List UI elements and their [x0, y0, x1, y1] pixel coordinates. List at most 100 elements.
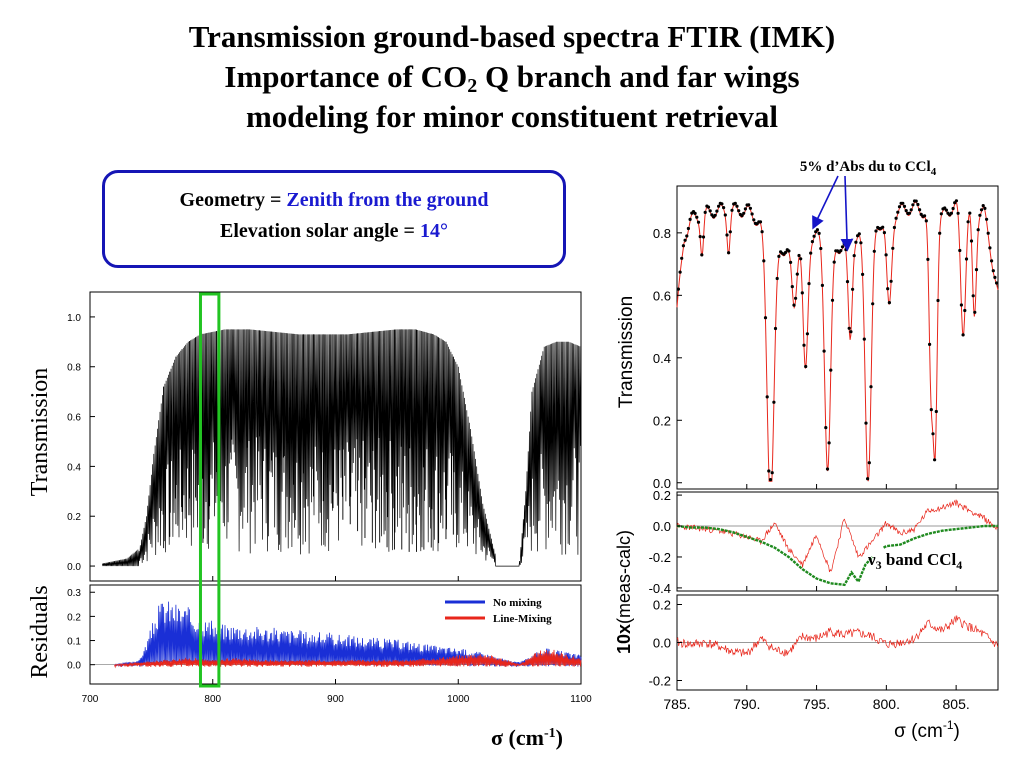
y-tick-label: 1.0 [67, 313, 81, 324]
measured-point [686, 226, 691, 231]
measured-point [840, 245, 845, 249]
measured-point [680, 256, 684, 260]
measured-point [991, 269, 995, 273]
measured-point [861, 272, 865, 276]
y-axis-label: Transmission [27, 368, 53, 496]
measured-point [986, 231, 990, 235]
measured-point [854, 240, 858, 244]
measured-point [676, 287, 681, 291]
y-axis-label: Residuals [27, 585, 53, 678]
measured-point [845, 280, 850, 284]
measured-point [695, 215, 699, 219]
measured-point [956, 211, 960, 215]
slide-title-line-3: modeling for minor constituent retrieval [245, 99, 779, 134]
y-tick-label: 0.6 [67, 413, 81, 424]
measured-point [698, 235, 702, 239]
measured-point [792, 303, 796, 307]
measured-point [787, 249, 791, 253]
y-tick-label: 0.3 [67, 588, 81, 599]
measured-point [867, 461, 871, 465]
measured-point [951, 206, 955, 211]
measured-point [934, 409, 938, 414]
y-tick-label: 0.2 [67, 512, 81, 523]
measured-point [886, 287, 890, 291]
measured-point [897, 205, 902, 209]
measured-point [678, 270, 682, 274]
measured-point [815, 228, 820, 232]
transmission-spectrum-line [101, 329, 582, 567]
measured-point [851, 287, 855, 291]
y-tick-label: 0.2 [67, 612, 81, 623]
measured-point [959, 303, 964, 307]
measured-point [866, 477, 870, 481]
measured-point [881, 225, 885, 229]
measured-point [918, 208, 922, 212]
highlight-window-box [198, 292, 221, 688]
measured-point [728, 230, 732, 234]
x-tick-label: 795. [803, 696, 830, 712]
measured-point [763, 316, 768, 320]
measured-point [891, 246, 895, 250]
measured-point [752, 218, 756, 222]
legend-label: Line-Mixing [493, 613, 552, 625]
measured-point [936, 298, 940, 303]
measured-point [938, 231, 942, 235]
measured-point [765, 395, 769, 399]
measured-point [747, 203, 751, 207]
y-tick-label: 0.0 [67, 562, 81, 573]
measured-point [909, 208, 913, 212]
left-transmission-plot: 0.0 0.2 0.4 0.6 0.8 1.0 Transmission [27, 291, 582, 582]
measured-point [949, 211, 954, 215]
measured-point [795, 272, 799, 276]
measured-point [775, 276, 779, 281]
measured-point [750, 212, 754, 216]
y-tick-label: 0.0 [653, 476, 671, 491]
measured-point [884, 253, 888, 257]
y-tick-label: 0.0 [67, 661, 81, 672]
measured-point [902, 204, 907, 208]
x-axis-label: σ (cm-1) [491, 725, 563, 750]
y-tick-label: -0.2 [649, 550, 671, 565]
x-tick-label: 1000 [447, 694, 470, 705]
measured-point [807, 282, 811, 286]
measured-point [762, 259, 766, 263]
measured-point [819, 246, 823, 251]
measured-point [797, 253, 801, 258]
measured-point [892, 225, 897, 230]
measured-point [688, 217, 692, 221]
geometry-line: Geometry = Zenith from the ground [105, 189, 563, 212]
measured-point [804, 364, 808, 369]
y-axis-label: Transmission [616, 296, 637, 408]
measured-point [983, 206, 987, 210]
title-line2-pre: Importance of CO [224, 59, 468, 94]
measured-point [974, 268, 979, 272]
measured-point [743, 207, 748, 211]
y-axis-label: 10x(meas-calc) [614, 530, 634, 654]
annotation-arrow-2 [840, 175, 854, 252]
geometry-value: Zenith from the ground [286, 189, 489, 211]
y-tick-label: 0.4 [67, 462, 81, 473]
left-residuals-plot: 0.0 0.1 0.2 0.3 700 800 900 1000 1100 No mixing Li… [27, 584, 592, 750]
residual-line [676, 615, 999, 657]
measured-point [973, 310, 977, 314]
measured-point [770, 471, 774, 475]
ccl4-annotation: 5% d’Abs du to CCl4 [800, 159, 937, 178]
measured-point [859, 241, 863, 245]
measured-point [777, 254, 781, 258]
measured-point [882, 231, 887, 235]
measured-point [926, 257, 930, 261]
measured-point [924, 219, 928, 223]
measured-point [735, 204, 739, 208]
measured-point [969, 239, 974, 243]
measured-point [696, 220, 701, 224]
measured-point [894, 216, 898, 220]
right-residual-1-plot: -0.4 -0.2 0.0 0.2 ν3 band CCl4 10x(meas-calc) [614, 488, 999, 654]
measured-point [800, 291, 804, 295]
y-tick-label: 0.2 [653, 413, 671, 428]
measured-point [862, 337, 866, 341]
measured-point [993, 275, 997, 279]
measured-point [978, 213, 982, 217]
measured-point [847, 326, 851, 330]
measured-point [976, 228, 980, 232]
measured-point [966, 220, 970, 224]
